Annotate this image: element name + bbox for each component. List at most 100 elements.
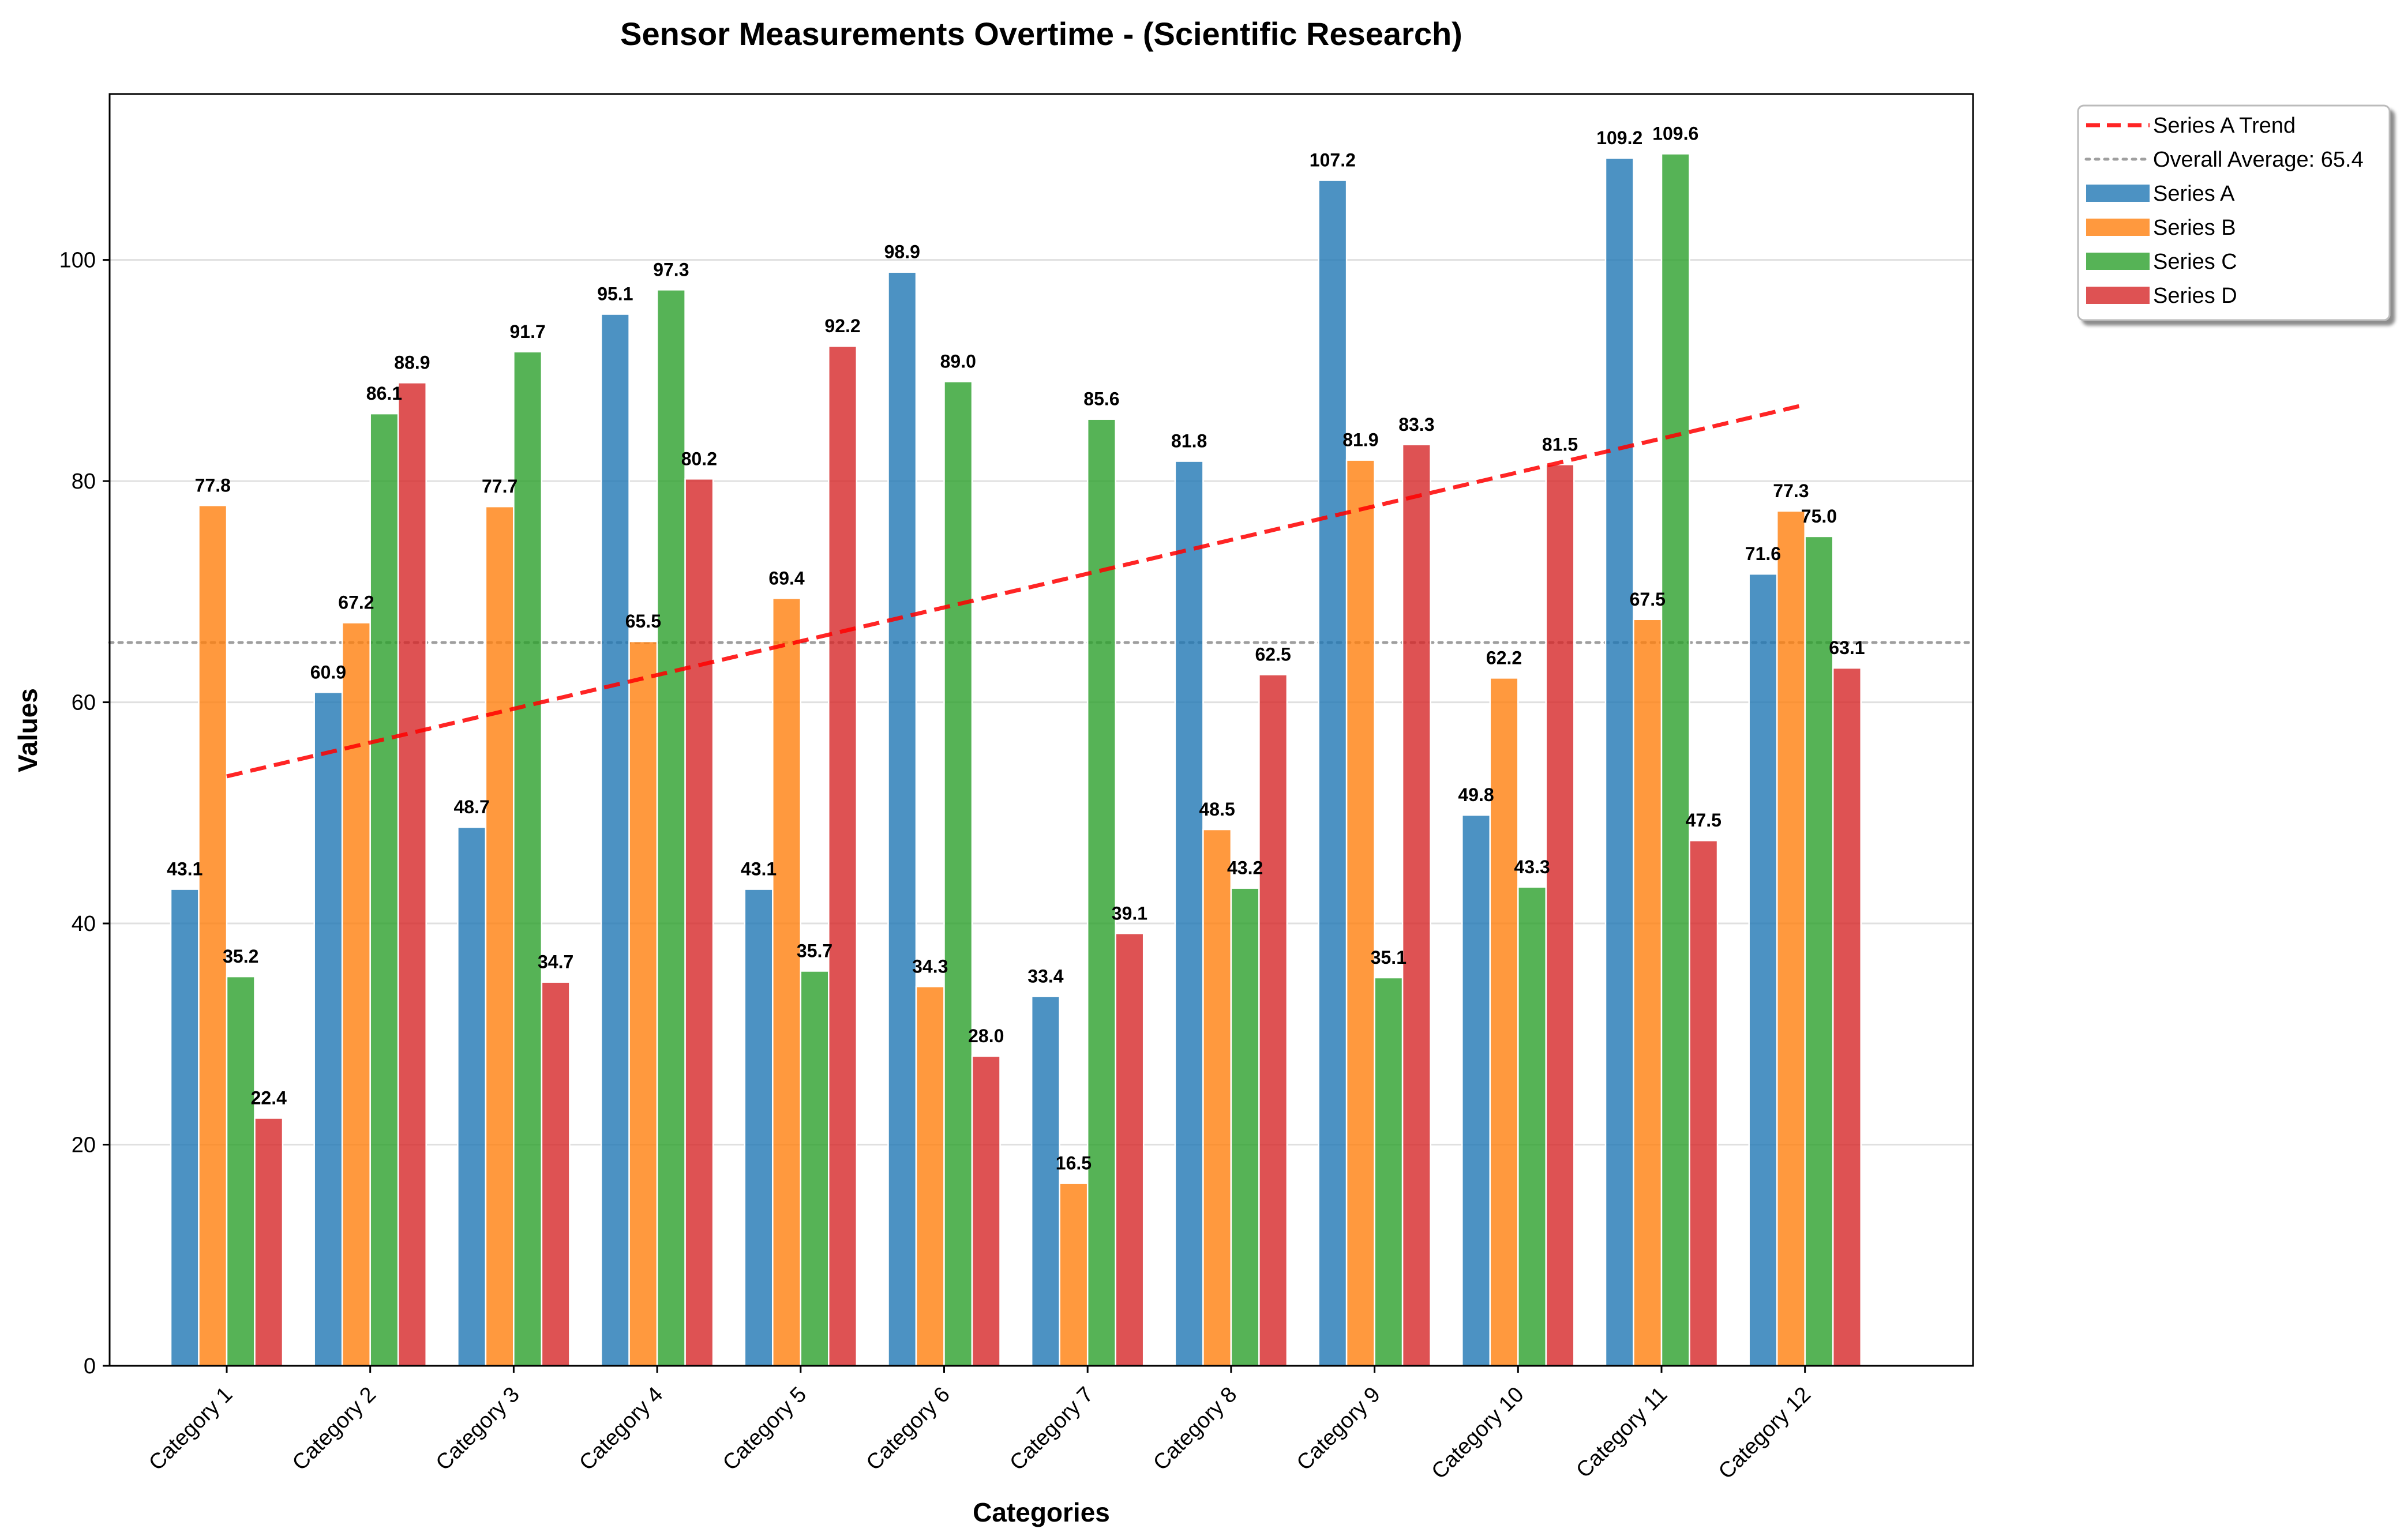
bar (1174, 460, 1204, 1367)
legend-label: Series B (2153, 216, 2236, 240)
data-label: 80.2 (681, 448, 717, 469)
bar (1230, 887, 1260, 1367)
data-label: 48.7 (454, 797, 490, 817)
bar (1059, 1182, 1089, 1367)
bar (198, 505, 228, 1367)
bar (1086, 418, 1116, 1367)
bar (1202, 828, 1232, 1367)
x-tick-label: Category 12 (1714, 1383, 1816, 1484)
bar (800, 970, 830, 1367)
legend-swatch (2086, 185, 2150, 202)
data-label: 43.1 (741, 859, 777, 880)
bar (226, 975, 256, 1367)
legend-label: Series A Trend (2153, 114, 2296, 138)
bar (744, 888, 774, 1367)
data-label: 89.0 (940, 351, 976, 372)
bar (341, 622, 371, 1367)
y-tick-label: 20 (72, 1133, 96, 1158)
bar (1115, 933, 1145, 1367)
data-label: 97.3 (653, 259, 689, 280)
plot-frame (108, 93, 1974, 1367)
bar (1489, 677, 1519, 1367)
trend-line (226, 403, 1806, 779)
y-tick-label: 80 (72, 469, 96, 494)
data-label: 47.5 (1686, 810, 1722, 831)
data-label: 35.2 (223, 946, 258, 967)
bar (1374, 976, 1404, 1367)
legend-label: Overall Average: 65.4 (2153, 148, 2364, 172)
data-label: 43.2 (1227, 858, 1263, 878)
bars (170, 153, 1862, 1367)
data-labels: 43.1 60.9 48.7 95.1 43.1 98.9 33.4 81.8 107.2 49.… (167, 123, 1865, 1174)
bar (254, 1117, 284, 1367)
x-tick-label: Category 9 (1292, 1383, 1385, 1475)
data-label: 109.6 (1652, 123, 1698, 144)
data-label: 48.5 (1199, 799, 1235, 820)
bar (684, 478, 714, 1367)
y-tick-label: 60 (72, 691, 96, 715)
data-label: 43.1 (167, 859, 202, 880)
legend-label: Series D (2153, 284, 2237, 308)
x-tick-label: Category 8 (1149, 1383, 1242, 1475)
bar (541, 981, 571, 1367)
bar (369, 412, 399, 1367)
data-label: 107.2 (1310, 150, 1356, 171)
x-tick-label: Category 7 (1005, 1383, 1098, 1475)
legend-label: Series A (2153, 182, 2235, 206)
bar (1804, 535, 1834, 1367)
bar (772, 598, 802, 1367)
bar (485, 505, 515, 1367)
bar (1748, 573, 1778, 1367)
y-tick-label: 100 (59, 249, 96, 273)
data-label: 109.2 (1596, 127, 1642, 148)
data-label: 16.5 (1056, 1153, 1092, 1174)
data-label: 33.4 (1027, 966, 1063, 987)
bar (1776, 510, 1806, 1367)
bar (513, 351, 543, 1367)
data-label: 92.2 (824, 315, 860, 336)
data-label: 49.8 (1458, 784, 1494, 805)
bar (887, 271, 917, 1367)
data-label: 91.7 (510, 321, 546, 342)
data-label: 35.1 (1371, 947, 1407, 968)
data-label: 22.4 (251, 1088, 287, 1109)
x-tick-label: Category 6 (862, 1383, 955, 1475)
data-label: 34.7 (538, 952, 573, 972)
data-label: 67.5 (1630, 589, 1666, 610)
legend: Series A Trend Overall Average: 65.4 Serie… (2077, 104, 2391, 321)
chart-title: Sensor Measurements Overtime - (Scientif… (620, 16, 1462, 52)
data-label: 62.5 (1255, 644, 1291, 665)
data-label: 85.6 (1083, 389, 1119, 410)
data-label: 34.3 (912, 956, 948, 976)
bar (1461, 814, 1491, 1367)
bar (457, 826, 487, 1367)
bar (915, 986, 945, 1367)
legend-swatch (2086, 253, 2150, 270)
data-label: 77.7 (482, 476, 517, 497)
bar (1345, 459, 1375, 1367)
x-tick-label: Category 1 (144, 1383, 237, 1475)
data-label: 75.0 (1801, 506, 1837, 527)
data-label: 35.7 (797, 940, 832, 961)
bar (600, 313, 630, 1367)
x-axis: Category 1 Category 2 Category 3 Category 4… (144, 1366, 1816, 1484)
data-label: 62.2 (1486, 647, 1522, 668)
bar (828, 345, 858, 1367)
y-axis: 0 20 40 60 80 100 (59, 249, 110, 1379)
bar (1318, 179, 1348, 1367)
data-label: 77.3 (1773, 480, 1809, 501)
bar (1258, 674, 1288, 1367)
data-label: 39.1 (1112, 903, 1147, 923)
legend-swatch (2086, 219, 2150, 236)
data-label: 81.8 (1171, 431, 1207, 452)
data-label: 69.4 (768, 568, 804, 588)
x-axis-label: Categories (973, 1497, 1110, 1527)
bar (1545, 464, 1575, 1367)
x-tick-label: Category 3 (432, 1383, 524, 1475)
bar (628, 640, 658, 1367)
bar (397, 382, 427, 1367)
x-tick-label: Category 11 (1572, 1383, 1672, 1483)
bar (1633, 618, 1663, 1367)
bar (943, 381, 973, 1367)
